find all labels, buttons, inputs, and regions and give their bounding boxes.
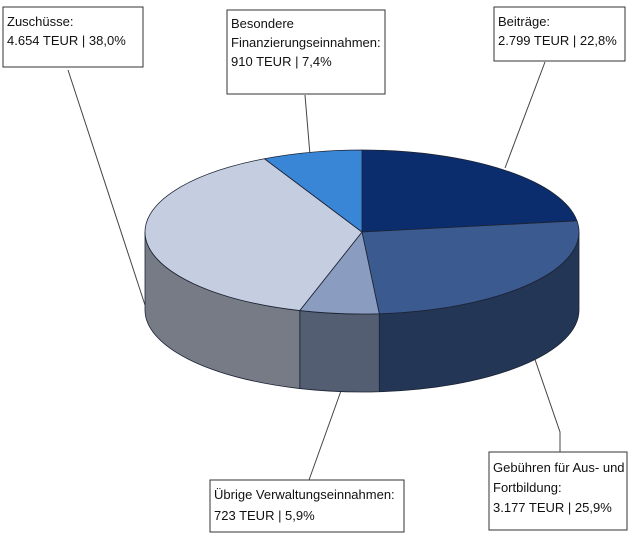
pie-slice-geb-hren-f-r-aus-und-fortbildung xyxy=(361,220,580,315)
leader-line-zuschuesse xyxy=(67,69,146,306)
label-frame xyxy=(2,6,144,68)
slice-label-name-line1: Besondere xyxy=(231,16,294,31)
label-frame xyxy=(493,6,626,62)
pie-slice-zusch-sse xyxy=(144,158,363,311)
pie-sides xyxy=(144,231,580,393)
slice-label-name: Zuschüsse: xyxy=(7,14,73,29)
leader-line-gebuehren xyxy=(529,344,561,452)
slice-label-value: 3.177 TEUR | 25,9% xyxy=(493,500,612,515)
label-box-beitraege: Beiträge: 2.799 TEUR | 22,8% xyxy=(493,6,626,62)
leader-line-uebrige xyxy=(308,387,343,481)
slice-label-value: 4.654 TEUR | 38,0% xyxy=(7,33,126,48)
label-box-uebrige: Übrige Verwaltungseinnahmen: 723 TEUR | … xyxy=(209,479,405,533)
leader-lines xyxy=(67,61,561,481)
pie-top xyxy=(144,149,580,315)
pie-slice-beitr-ge xyxy=(361,149,578,233)
leader-line-besondere xyxy=(304,94,311,156)
slice-label-value: 723 TEUR | 5,9% xyxy=(214,508,315,523)
slice-label-name: Übrige Verwaltungseinnahmen: xyxy=(214,487,395,502)
label-box-gebuehren: Gebühren für Aus- und Fortbildung: 3.177… xyxy=(488,451,628,531)
label-box-besondere: Besondere Finanzierungseinnahmen: 910 TE… xyxy=(226,9,386,95)
slice-label-name-line2: Fortbildung: xyxy=(493,480,562,495)
label-box-zuschuesse: Zuschüsse: 4.654 TEUR | 38,0% xyxy=(2,6,144,68)
pie-slice-side-brige-verwaltungseinnahmen xyxy=(299,310,380,393)
pie-slice-besondere-finanzierungseinnahmen xyxy=(263,149,363,233)
slice-label-name-line2: Finanzierungseinnahmen: xyxy=(231,35,381,50)
pie-body xyxy=(144,149,580,393)
slice-label-name: Beiträge: xyxy=(498,14,550,29)
label-frame xyxy=(226,9,386,95)
slice-label-value: 910 TEUR | 7,4% xyxy=(231,54,332,69)
label-frame xyxy=(209,479,405,533)
label-frame xyxy=(488,451,628,531)
leader-line-beitraege xyxy=(504,61,546,169)
slice-label-name-line1: Gebühren für Aus- und xyxy=(493,460,625,475)
slice-label-value: 2.799 TEUR | 22,8% xyxy=(498,33,617,48)
